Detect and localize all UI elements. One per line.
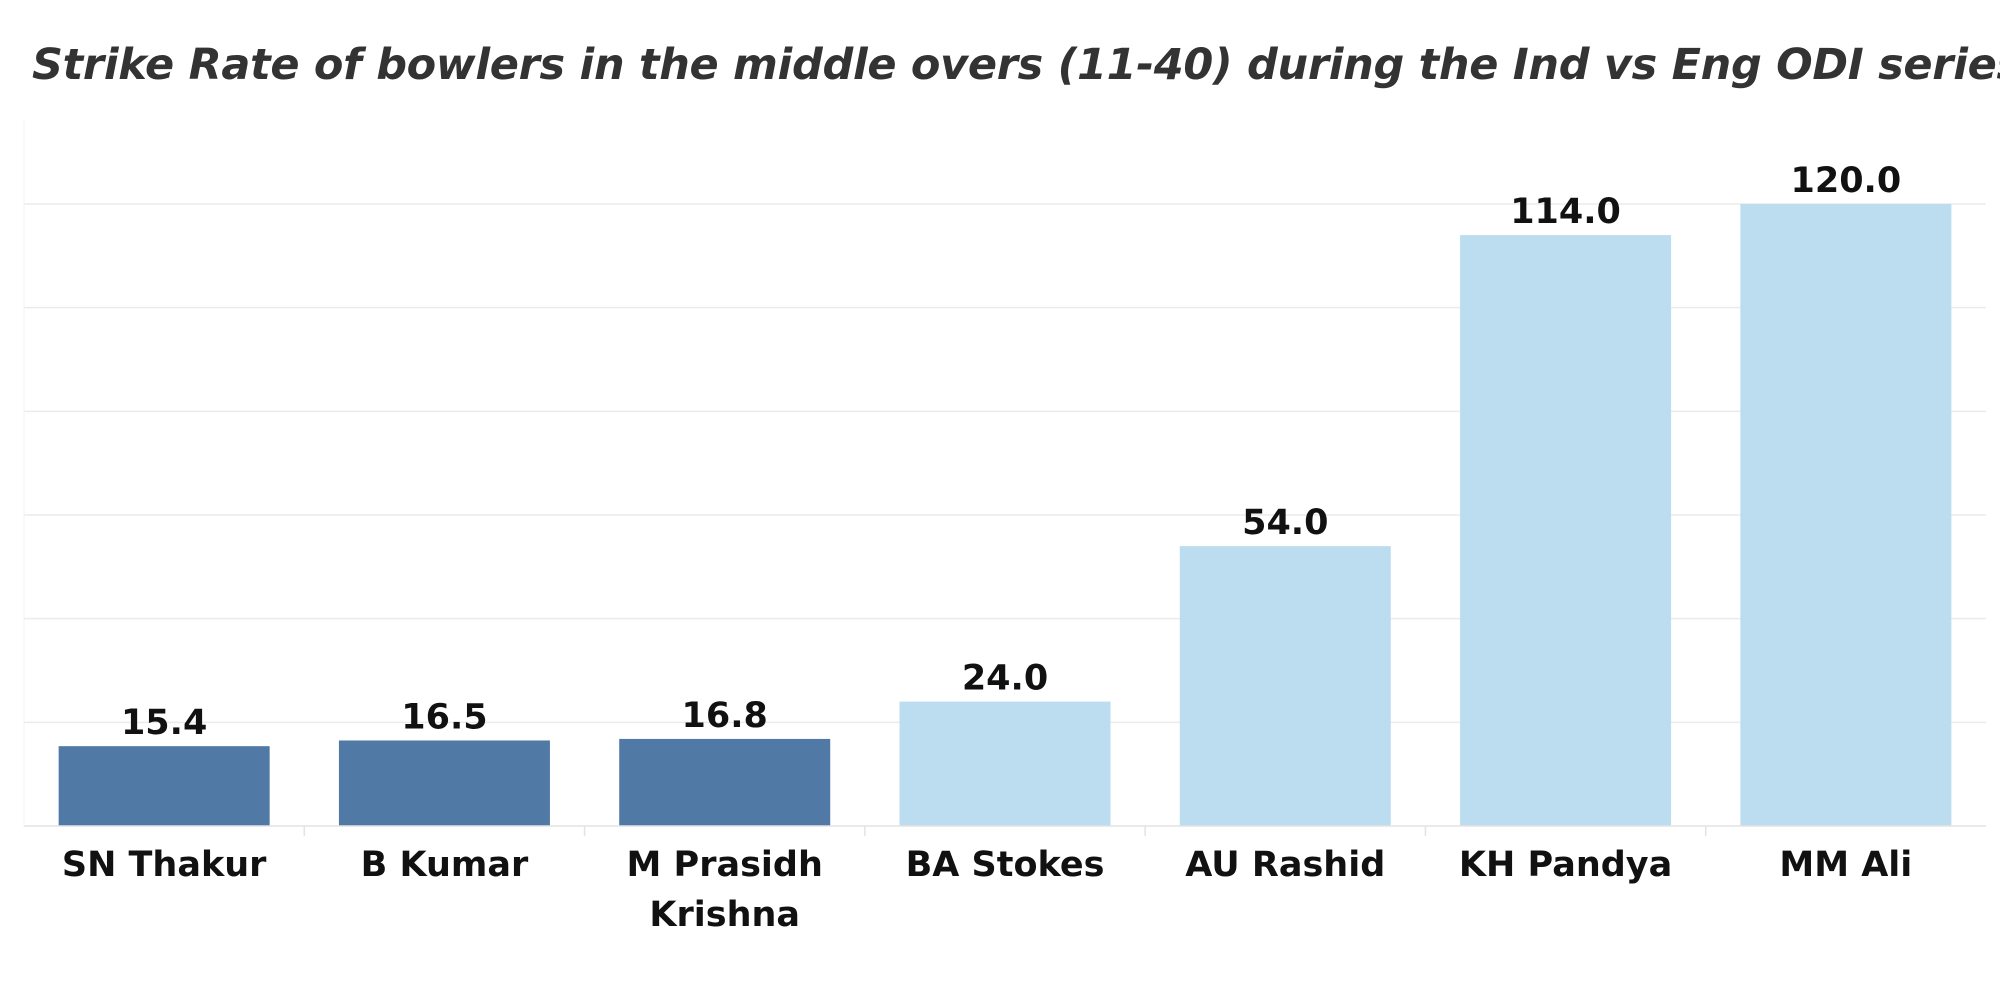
x-tick-label: KH Pandya: [1459, 845, 1672, 885]
chart-title: Strike Rate of bowlers in the middle ove…: [32, 40, 2000, 90]
data-labels: 15.4 16.5 16.8 24.0 54.0 114.0 120.0: [121, 161, 1901, 743]
x-tick-label: MM Ali: [1779, 845, 1912, 885]
x-tick-label: BA Stokes: [906, 845, 1105, 885]
data-label: 15.4: [121, 703, 207, 743]
gridlines: [23, 120, 1986, 826]
data-label: 114.0: [1510, 192, 1621, 232]
bar-mm-ali[interactable]: [1740, 204, 1952, 826]
data-label: 24.0: [962, 659, 1048, 699]
x-tick-label: SN Thakur: [62, 845, 267, 885]
x-tick-labels: SN Thakur B Kumar M Prasidh Krishna BA Stoke…: [62, 845, 1912, 935]
bar-kh-pandya[interactable]: [1460, 235, 1672, 827]
x-tick-label: AU Rashid: [1185, 845, 1385, 885]
data-label: 16.5: [401, 697, 487, 737]
bars: [58, 204, 1952, 827]
bar-b-kumar[interactable]: [338, 740, 550, 826]
bar-ba-stokes[interactable]: [899, 701, 1111, 826]
bar-sn-thakur[interactable]: [58, 746, 270, 826]
bar-m-prasidh-krishna[interactable]: [619, 738, 831, 826]
bar-au-rashid[interactable]: [1179, 546, 1391, 826]
data-label: 16.8: [682, 696, 768, 736]
x-tick-label: M Prasidh Krishna: [627, 845, 823, 935]
data-label: 54.0: [1242, 503, 1328, 543]
data-label: 120.0: [1790, 161, 1901, 201]
x-tick-label: B Kumar: [361, 845, 529, 885]
x-axis: [24, 825, 1986, 836]
